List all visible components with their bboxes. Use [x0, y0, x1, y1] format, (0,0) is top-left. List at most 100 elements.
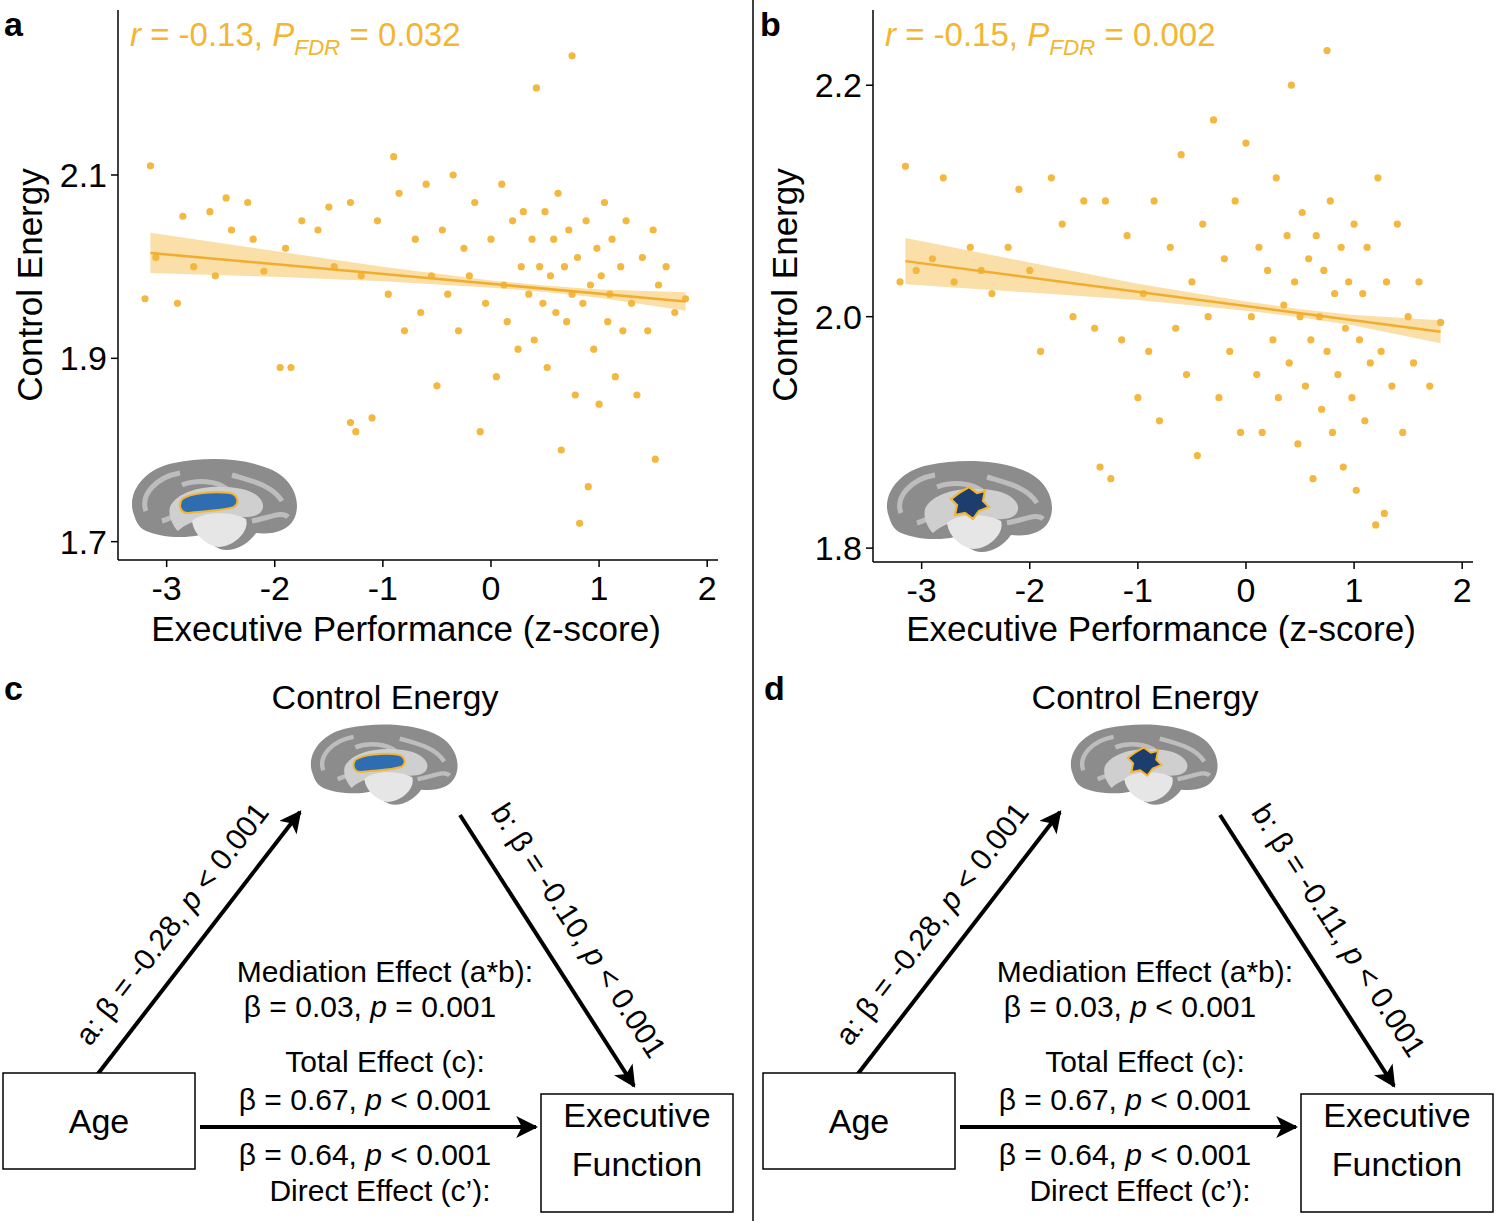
data-point: [644, 327, 651, 334]
mediation-diagram: dControl Energya: β = -0.28, p < 0.001b:…: [763, 669, 1493, 1212]
brain-inset: [1071, 725, 1218, 805]
outcome-label: Function: [572, 1145, 702, 1183]
data-point: [1388, 383, 1395, 390]
panel-divider: [752, 0, 754, 1221]
data-point: [1288, 82, 1295, 89]
data-point: [1331, 290, 1338, 297]
path-b-label: b: β = -0.10, p < 0.001: [485, 797, 673, 1064]
data-point: [1283, 232, 1290, 239]
data-point: [1264, 267, 1271, 274]
fit-line: [150, 253, 685, 302]
brain-region: [180, 492, 237, 513]
data-point: [1305, 255, 1312, 262]
data-point: [147, 162, 154, 169]
text-run: = 0.002: [1095, 16, 1215, 53]
data-point: [1259, 429, 1266, 436]
data-point: [601, 199, 608, 206]
text-run: p: [364, 1083, 382, 1116]
data-point: [1426, 383, 1433, 390]
data-point: [531, 336, 538, 343]
data-point: [1091, 325, 1098, 332]
brain-thalamus: [947, 515, 1002, 549]
text-run: β = 0.67,: [999, 1083, 1126, 1116]
data-point: [1338, 244, 1345, 251]
brain-thalamus: [364, 772, 413, 802]
y-tick-label: 1.7: [60, 523, 107, 561]
data-point: [639, 254, 646, 261]
direct-label: Direct Effect (c’):: [269, 1174, 490, 1207]
data-point: [1172, 325, 1179, 332]
data-point: [314, 226, 321, 233]
data-point: [1353, 487, 1360, 494]
data-point: [1320, 267, 1327, 274]
brain-gyri: [900, 475, 1043, 523]
data-point: [633, 391, 640, 398]
y-tick: [866, 547, 873, 549]
text-run: p: [1129, 990, 1147, 1023]
data-point: [554, 190, 561, 197]
data-point: [385, 291, 392, 298]
data-point: [1374, 174, 1381, 181]
data-point: [287, 364, 294, 371]
data-point: [1253, 371, 1260, 378]
data-point: [1345, 278, 1352, 285]
data-point: [598, 272, 605, 279]
data-point: [477, 428, 484, 435]
data-point: [509, 217, 516, 224]
data-point: [587, 281, 594, 288]
mediation-value: β = 0.03, p = 0.001: [244, 990, 496, 1023]
data-point: [1342, 325, 1349, 332]
x-tick: [382, 560, 384, 567]
data-point: [395, 190, 402, 197]
data-point: [1205, 313, 1212, 320]
predictor-label: Age: [69, 1102, 130, 1140]
data-point: [539, 300, 546, 307]
data-point: [568, 52, 575, 59]
data-point: [504, 318, 511, 325]
data-point: [585, 483, 592, 490]
data-point: [1340, 464, 1347, 471]
text-run: = 0.032: [340, 16, 460, 53]
data-point: [583, 217, 590, 224]
panel-label: b: [760, 5, 781, 43]
data-point: [223, 194, 230, 201]
brain-region: [951, 487, 989, 519]
text-run: P: [1027, 16, 1049, 53]
y-tick-label: 1.9: [60, 339, 107, 377]
data-point: [250, 236, 257, 243]
text-run: < 0.001: [382, 1138, 491, 1171]
y-tick: [111, 174, 118, 176]
data-point: [940, 174, 947, 181]
y-tick-label: 2.1: [60, 156, 107, 194]
data-point: [514, 346, 521, 353]
text-run: p: [369, 990, 387, 1023]
data-point: [1069, 313, 1076, 320]
predictor-box: [763, 1073, 955, 1169]
data-point: [1307, 336, 1314, 343]
data-point: [368, 414, 375, 421]
data-point: [1215, 394, 1222, 401]
x-tick-label: -2: [260, 569, 290, 607]
data-point: [282, 245, 289, 252]
data-point: [1199, 220, 1206, 227]
confidence-band: [905, 238, 1440, 343]
data-point: [1350, 220, 1357, 227]
data-point: [1242, 139, 1249, 146]
data-point: [1394, 220, 1401, 227]
y-tick-label: 2.0: [815, 298, 862, 336]
panel-label: a: [4, 5, 24, 43]
data-point: [593, 245, 600, 252]
data-point: [1275, 394, 1282, 401]
data-point: [1327, 197, 1334, 204]
x-tick-label: -1: [1123, 571, 1153, 609]
y-tick: [111, 541, 118, 543]
data-point: [1178, 151, 1185, 158]
plot-area: [141, 52, 689, 527]
data-point: [1107, 475, 1114, 482]
data-point: [608, 236, 615, 243]
data-point: [1015, 186, 1022, 193]
brain-inset: [311, 725, 458, 805]
brain-inset: [887, 461, 1052, 552]
text-run: < 0.001: [182, 796, 275, 903]
mediator-title: Control Energy: [1032, 678, 1259, 716]
